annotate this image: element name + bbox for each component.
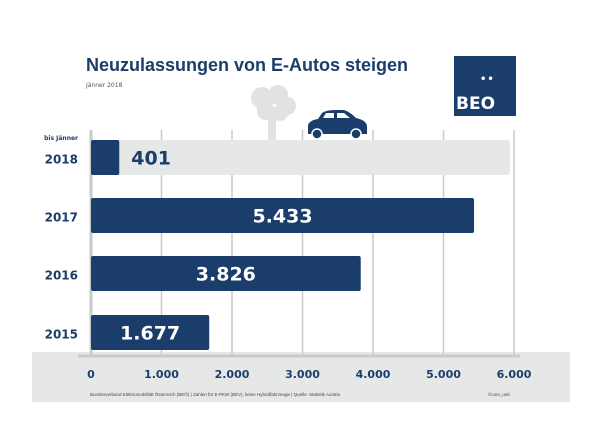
data-label: 401 — [131, 148, 171, 170]
bar-2015 — [91, 315, 210, 350]
x-tick-label: 0 — [87, 368, 95, 381]
chart-subtitle: Jänner 2018 — [86, 82, 123, 89]
credit: ©com_unit — [488, 392, 510, 397]
bar-background — [91, 140, 510, 175]
bar-2017 — [91, 198, 475, 233]
logo-text: BEO — [456, 94, 496, 114]
source-note: Bundesverband Elektromobilität Österreic… — [90, 392, 340, 397]
data-label: 3.826 — [196, 264, 256, 286]
category-prefix: bis Jänner — [44, 135, 78, 142]
x-tick-label: 4.000 — [356, 368, 391, 381]
car-icon — [308, 110, 367, 140]
bar-2018 — [91, 140, 120, 175]
x-tick-label: 3.000 — [285, 368, 320, 381]
x-tick-label: 1.000 — [144, 368, 179, 381]
logo-dots: •• — [480, 74, 495, 85]
category-label: 2015 — [45, 328, 78, 342]
data-label: 1.677 — [120, 323, 180, 345]
axis-panel — [32, 352, 570, 402]
data-label: 5.433 — [252, 206, 312, 228]
category-label: 2016 — [45, 269, 78, 283]
tree-icon — [251, 85, 296, 140]
category-label: 2017 — [45, 211, 78, 225]
x-tick-label: 6.000 — [497, 368, 532, 381]
beo-logo: •• BEO — [454, 56, 516, 116]
x-tick-label: 2.000 — [215, 368, 250, 381]
bar-2016 — [91, 256, 361, 291]
x-tick-label: 5.000 — [426, 368, 461, 381]
category-label: 2018 — [45, 153, 78, 167]
chart-title: Neuzulassungen von E-Autos steigen — [86, 55, 409, 75]
